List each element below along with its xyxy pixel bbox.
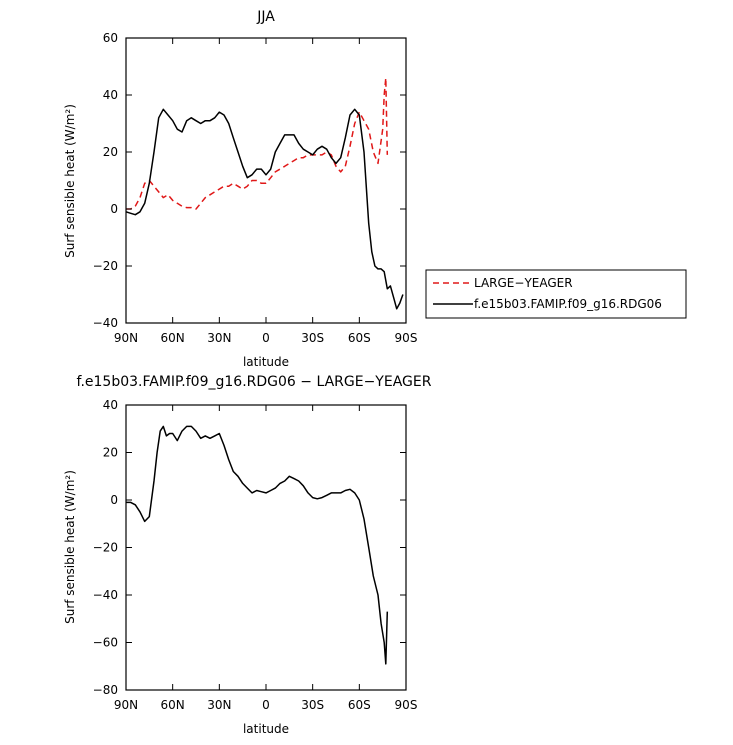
p2-x-tick-label: 0 — [262, 698, 270, 712]
p1-series-line-1 — [125, 108, 404, 310]
top-chart-title: JJA — [256, 9, 275, 25]
p2-y-tick-label: −40 — [93, 588, 118, 602]
p1-x-tick-label: 90S — [395, 331, 418, 345]
p1-y-tick-label: 60 — [103, 31, 118, 45]
p2-y-tick-label: 20 — [103, 446, 118, 460]
p2-x-tick-label: 60N — [161, 698, 185, 712]
p1-x-tick-label: 30S — [301, 331, 324, 345]
p2-x-tick-label: 60S — [348, 698, 371, 712]
bottom-chart-ticks: 90N 60N 30N 0 30S 60S 90S −80 −60 −40 −20 0 20 40 — [93, 398, 418, 712]
p2-x-tick-label: 30S — [301, 698, 324, 712]
top-chart: JJA 90N 60N 30N 0 30S 60S 90S −40 −20 0 20 40 60 lat… — [63, 9, 417, 369]
p1-x-tick-label: 60S — [348, 331, 371, 345]
p1-y-tick-label: −40 — [93, 316, 118, 330]
bottom-chart-title: f.e15b03.FAMIP.f09_g16.RDG06 − LARGE−YEA… — [77, 374, 432, 390]
p1-x-tick-label: 30N — [207, 331, 231, 345]
bottom-chart: f.e15b03.FAMIP.f09_g16.RDG06 − LARGE−YEA… — [63, 374, 432, 736]
p2-y-tick-label: 40 — [103, 398, 118, 412]
p1-series-line-0 — [126, 77, 389, 210]
p2-y-tick-label: −20 — [93, 541, 118, 555]
bottom-chart-y-axis-label: Surf sensible heat (W/m²) — [63, 470, 77, 624]
p2-y-tick-label: 0 — [110, 493, 118, 507]
top-chart-y-axis-label: Surf sensible heat (W/m²) — [63, 104, 77, 258]
top-chart-x-axis-label: latitude — [243, 355, 289, 369]
legend: LARGE−YEAGER f.e15b03.FAMIP.f09_g16.RDG0… — [425, 269, 687, 319]
p1-y-tick-label: 40 — [103, 88, 118, 102]
top-chart-ticks: 90N 60N 30N 0 30S 60S 90S −40 −20 0 20 40 60 — [93, 31, 418, 345]
p1-x-tick-label: 60N — [161, 331, 185, 345]
top-chart-plot-area — [125, 77, 404, 310]
p2-x-tick-label: 90N — [114, 698, 138, 712]
p1-x-tick-label: 0 — [262, 331, 270, 345]
bottom-chart-plot-area — [126, 425, 389, 665]
p2-y-tick-label: −80 — [93, 683, 118, 697]
p2-y-tick-label: −60 — [93, 636, 118, 650]
top-chart-frame — [125, 37, 407, 324]
legend-label-large-yeager: LARGE−YEAGER — [474, 276, 573, 290]
p1-y-tick-label: 0 — [110, 202, 118, 216]
bottom-chart-frame — [125, 404, 407, 691]
legend-label-rdg06: f.e15b03.FAMIP.f09_g16.RDG06 — [474, 297, 662, 311]
p2-x-tick-label: 90S — [395, 698, 418, 712]
p1-y-tick-label: 20 — [103, 145, 118, 159]
p2-series-line-0 — [126, 425, 389, 665]
bottom-chart-x-axis-label: latitude — [243, 722, 289, 736]
p1-y-tick-label: −20 — [93, 259, 118, 273]
p2-x-tick-label: 30N — [207, 698, 231, 712]
legend-box — [425, 269, 687, 319]
p1-x-tick-label: 90N — [114, 331, 138, 345]
